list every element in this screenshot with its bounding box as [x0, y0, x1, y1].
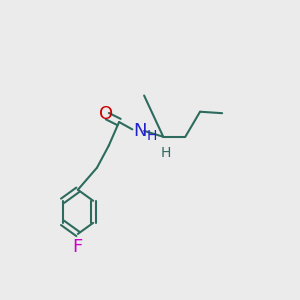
Text: F: F — [73, 238, 83, 256]
Text: H: H — [146, 129, 157, 143]
Text: H: H — [161, 146, 171, 160]
Text: O: O — [99, 105, 113, 123]
Text: N: N — [133, 122, 146, 140]
